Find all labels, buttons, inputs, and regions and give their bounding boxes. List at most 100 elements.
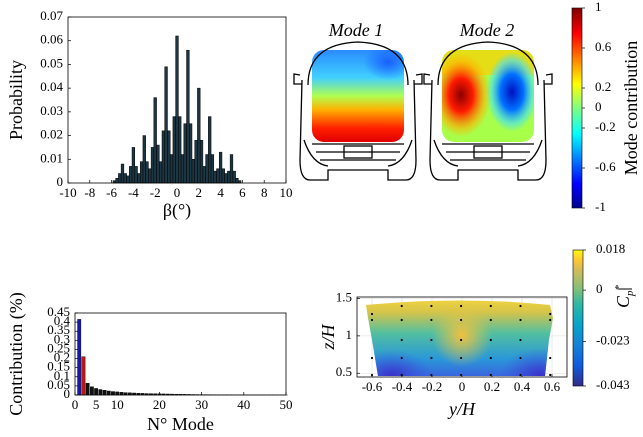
bar (102, 390, 107, 396)
histogram-bar (235, 178, 239, 184)
x-tick-label: 0 (174, 185, 181, 200)
x-tick-label: -10 (59, 185, 76, 200)
point (519, 373, 522, 377)
x-tick-label: 50 (280, 397, 293, 412)
colorbar-tick-label: -0.2 (595, 119, 616, 134)
colorbar-tick-label: -0.6 (595, 159, 616, 174)
histogram-bar (126, 175, 130, 184)
colorbar-tick-label: -0.023 (596, 332, 630, 347)
x-tick-label: 20 (153, 397, 166, 412)
x-axis-label: β(°) (163, 200, 191, 221)
histogram-bar (131, 147, 136, 184)
y-tick-label: 0.2 (54, 350, 70, 365)
y-tick-label: 0.15 (47, 359, 70, 374)
point (430, 338, 433, 342)
histogram-bar (169, 154, 174, 184)
y-tick-label: 0.35 (47, 322, 70, 337)
point (400, 356, 403, 360)
histogram-bar (145, 161, 149, 184)
y-tick-label: 0.1 (54, 368, 70, 383)
histogram-bar (142, 135, 146, 184)
point (430, 304, 433, 308)
plot-area (75, 313, 286, 395)
axes-frame (356, 296, 568, 378)
colorbar-tick-label: 0 (595, 99, 602, 114)
colorbar-tick-label: 0.018 (596, 241, 625, 256)
measurement-points (370, 304, 552, 377)
histogram-bar (216, 168, 220, 184)
y-tick-label: 1 (346, 327, 353, 342)
y-tick-label: 0.06 (40, 32, 63, 47)
point (549, 312, 552, 316)
y-tick-label: 0.45 (47, 304, 70, 319)
histogram-bar (197, 87, 201, 184)
y-tick-label: 0.07 (40, 8, 63, 23)
x-tick-label: 40 (237, 397, 250, 412)
bar (85, 382, 90, 396)
point (430, 318, 433, 322)
histogram-bar (221, 168, 225, 184)
point (400, 338, 403, 342)
bar (89, 386, 94, 396)
x-tick-label: -0.4 (392, 379, 413, 394)
x-tick-label: 0.2 (484, 379, 500, 394)
y-tick-label: 0.01 (40, 150, 63, 165)
x-tick-label: 8 (261, 185, 268, 200)
colorbar (571, 7, 583, 209)
colorbar-tick-label: 0.2 (595, 79, 611, 94)
colorbar-tick-label: 0.6 (595, 39, 612, 54)
colorbar-label: Cp* (613, 284, 636, 308)
mode-2-map (423, 41, 553, 181)
point (549, 356, 552, 360)
histogram-bar (137, 173, 141, 184)
histogram-bar (123, 173, 127, 184)
axes-frame (74, 312, 287, 396)
point (370, 318, 374, 322)
histogram-bar (191, 159, 195, 184)
x-tick-label: 5 (93, 397, 100, 412)
point (489, 373, 492, 377)
bar (119, 392, 124, 396)
histogram-bar (213, 170, 217, 184)
y-tick-label: 0.03 (40, 103, 63, 118)
x-tick-label: -0.2 (422, 379, 443, 394)
x-tick-label: 0.4 (514, 379, 531, 394)
x-axis-label: N° Mode (147, 414, 214, 434)
y-axis-label: Probability (6, 60, 26, 140)
histogram-bar (199, 140, 204, 184)
x-tick-label: 10 (280, 185, 293, 200)
label-sub: p (624, 290, 636, 297)
colorbar-tick-label: 0 (596, 281, 603, 296)
histogram-bar (115, 178, 119, 184)
x-tick-label: 2 (196, 185, 203, 200)
point (549, 318, 552, 322)
point (460, 338, 463, 342)
label-sup: * (613, 284, 625, 290)
histogram-bar (189, 123, 193, 184)
point (400, 304, 403, 308)
point (460, 318, 463, 322)
x-tick-label: 0 (459, 379, 466, 394)
histogram-bar (129, 166, 133, 184)
histogram-bar (202, 166, 206, 184)
x-tick-label: 4 (217, 185, 224, 200)
y-tick-label: 1.5 (336, 289, 352, 304)
label-base: C (613, 295, 633, 308)
colorbar-tick-label: 1 (595, 0, 602, 14)
x-tick-label: 6 (239, 185, 246, 200)
point (430, 373, 433, 377)
contour-field (366, 300, 553, 376)
x-tick-label: 0 (72, 397, 79, 412)
histogram-bar (218, 151, 223, 184)
histogram-bar (229, 154, 234, 184)
x-tick-label: 0.6 (544, 379, 561, 394)
colorbar-label: Mode contribution (621, 41, 641, 175)
point (370, 312, 374, 316)
axes-frame (67, 16, 287, 184)
histogram-bar (178, 116, 182, 184)
x-tick-label: 10 (111, 397, 124, 412)
x-tick-label: -8 (84, 185, 95, 200)
histogram-bar (150, 147, 155, 184)
point (519, 304, 522, 308)
